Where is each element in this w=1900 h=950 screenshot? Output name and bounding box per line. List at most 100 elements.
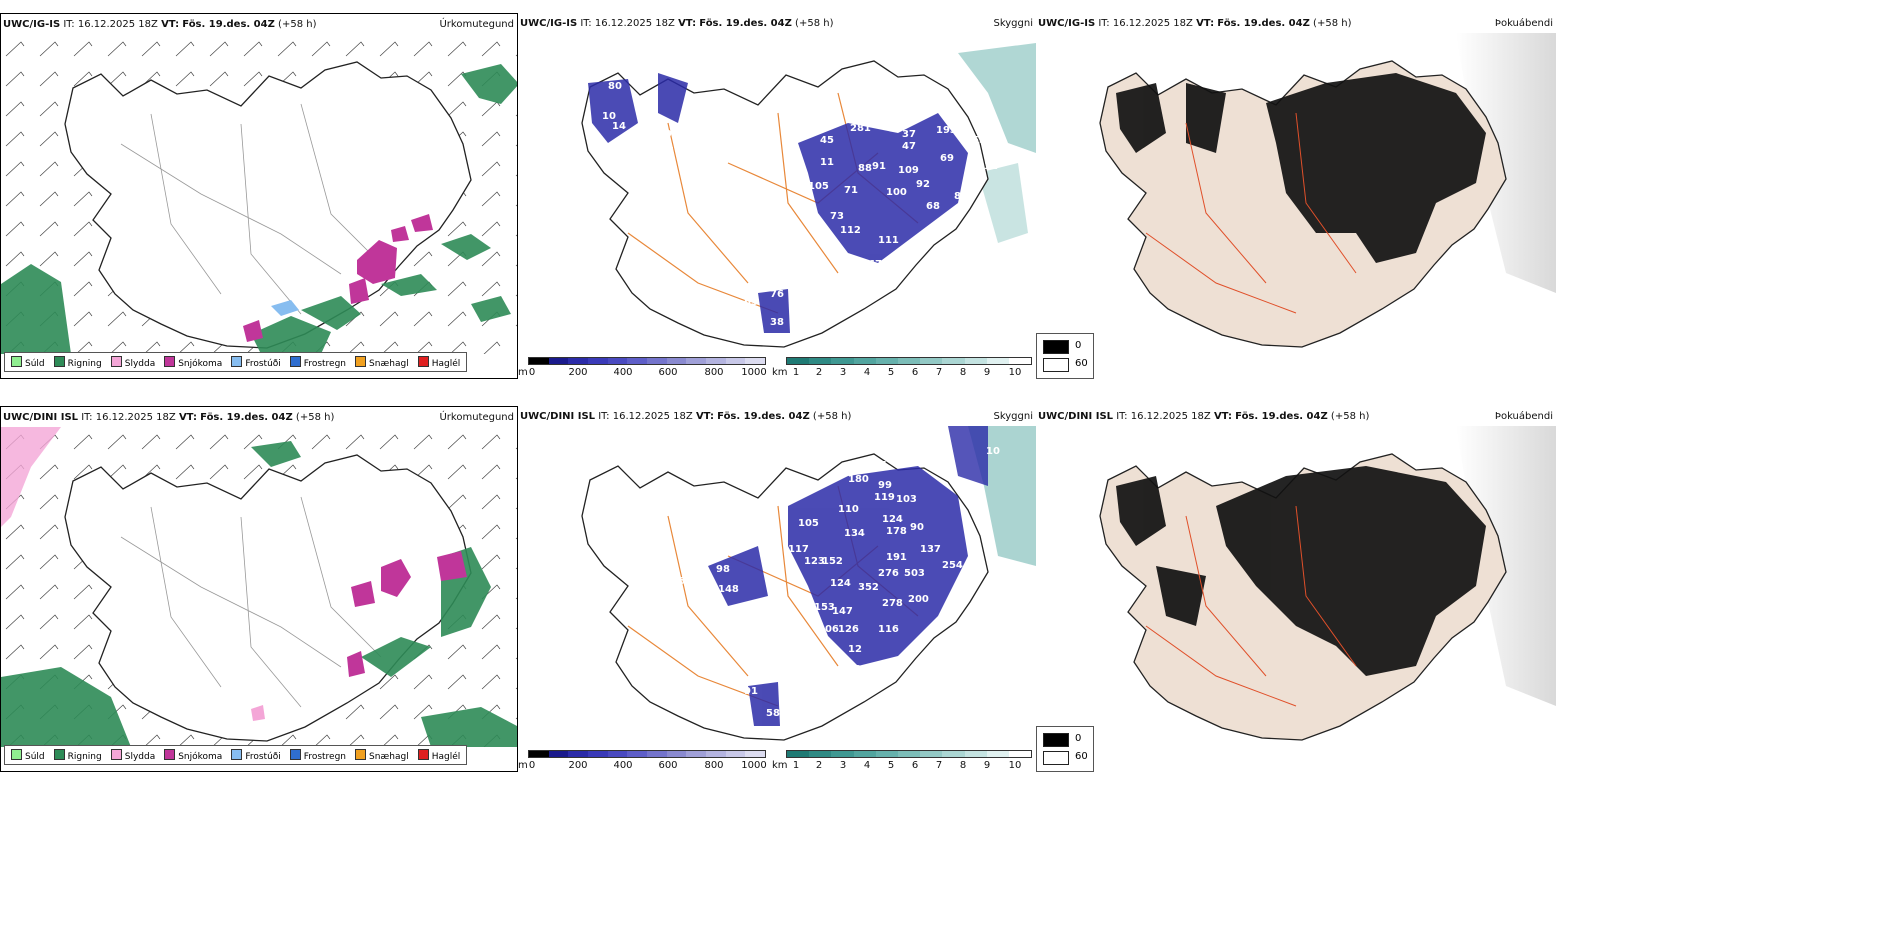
svg-text:152: 152 — [822, 556, 843, 567]
low-cloud-area — [708, 466, 968, 726]
legend-swatch — [11, 355, 22, 367]
cloud-cover-panel-row1: UWC/IG-IS IT: 16.12.2025 18Z VT: Fös. 19… — [1036, 13, 1556, 379]
legend-swatch — [355, 748, 367, 760]
depth-bar — [528, 750, 766, 758]
svg-text:126: 126 — [838, 624, 859, 635]
legend-swatch — [110, 748, 122, 760]
rain-area — [1, 64, 517, 354]
fog-indicator-map — [1099, 426, 1556, 741]
snow-depth-labels: 11 75 98 148 65 117 123 152 134 110 180 … — [606, 446, 1000, 719]
svg-text:193: 193 — [936, 125, 957, 136]
svg-text:134: 134 — [844, 528, 865, 539]
svg-text:79: 79 — [920, 101, 934, 112]
svg-text:124: 124 — [830, 578, 851, 589]
legend-item: Snæhagl — [355, 355, 409, 369]
svg-text:100: 100 — [886, 187, 907, 198]
cloud-base-map: 80 10 14 19 32 12 13 18 16 105 11 88 91 … — [581, 43, 1036, 348]
rain-area — [1, 441, 517, 747]
svg-text:90: 90 — [910, 522, 924, 533]
svg-text:115: 115 — [866, 460, 887, 471]
svg-text:105: 105 — [808, 181, 829, 192]
precip-type-map — [1, 34, 517, 354]
fog-area — [1116, 466, 1486, 676]
legend-item: Súld — [11, 355, 45, 369]
svg-text:65: 65 — [744, 297, 758, 308]
svg-text:65: 65 — [678, 576, 692, 587]
svg-text:67: 67 — [868, 259, 882, 270]
panel-header: UWC/DINI ISL IT: 16.12.2025 18Z VT: Fös.… — [1038, 411, 1370, 422]
fog-area — [1116, 73, 1486, 263]
svg-text:98: 98 — [716, 564, 730, 575]
svg-text:200: 200 — [908, 594, 929, 605]
svg-text:117: 117 — [788, 544, 809, 555]
svg-text:80: 80 — [608, 81, 622, 92]
fog-legend-low-swatch — [1043, 733, 1069, 747]
svg-text:103: 103 — [896, 494, 917, 505]
svg-text:191: 191 — [886, 552, 907, 563]
svg-text:53: 53 — [972, 135, 986, 146]
legend-swatch — [164, 748, 176, 760]
panel-header: UWC/IG-IS IT: 16.12.2025 18Z VT: Fös. 19… — [3, 19, 317, 30]
legend-item: Rigning — [53, 748, 102, 762]
legend-swatch — [110, 355, 122, 367]
cloud-base-panel-row2: UWC/DINI ISL IT: 16.12.2025 18Z VT: Fös.… — [518, 406, 1036, 772]
panel-type-title: Þokuábendi — [1494, 411, 1553, 422]
snow-depth-labels: 80 10 14 19 32 12 13 18 16 105 11 88 91 … — [602, 81, 998, 328]
svg-text:153: 153 — [814, 602, 835, 613]
svg-text:119: 119 — [874, 492, 895, 503]
svg-text:124: 124 — [882, 514, 903, 525]
fog-indicator-map — [1099, 33, 1556, 348]
svg-text:112: 112 — [840, 225, 861, 236]
svg-text:76: 76 — [770, 289, 784, 300]
svg-text:11: 11 — [820, 157, 834, 168]
precip-type-map — [1, 427, 517, 747]
panel-header: UWC/DINI ISL IT: 16.12.2025 18Z VT: Fös.… — [3, 412, 335, 423]
panel-type-title: Skyggni — [993, 411, 1033, 422]
legend-item: Frostregn — [289, 355, 346, 369]
fog-legend-high-swatch — [1043, 358, 1069, 372]
svg-text:85: 85 — [968, 157, 982, 168]
cloud-base-panel-row1: UWC/IG-IS IT: 16.12.2025 18Z VT: Fös. 19… — [518, 13, 1036, 379]
svg-text:92: 92 — [916, 179, 930, 190]
svg-text:45: 45 — [820, 135, 834, 146]
svg-text:99: 99 — [878, 480, 892, 491]
legend-item: Frostúði — [231, 355, 281, 369]
depth-bar — [528, 357, 766, 365]
svg-text:278: 278 — [882, 598, 903, 609]
legend-item: Slydda — [110, 748, 155, 762]
svg-text:12: 12 — [616, 155, 630, 166]
legend-swatch — [231, 748, 243, 760]
legend-swatch — [417, 748, 429, 760]
svg-text:58: 58 — [766, 708, 780, 719]
legend-swatch — [53, 355, 65, 367]
svg-text:16: 16 — [728, 119, 742, 130]
svg-text:69: 69 — [940, 153, 954, 164]
svg-text:68: 68 — [926, 201, 940, 212]
svg-text:91: 91 — [744, 686, 758, 697]
svg-text:73: 73 — [830, 211, 844, 222]
svg-text:75: 75 — [730, 508, 744, 519]
fog-legend-low-swatch — [1043, 340, 1069, 354]
legend-swatch — [289, 748, 301, 760]
legend-item: Snæhagl — [355, 748, 409, 762]
svg-text:110: 110 — [838, 504, 859, 515]
snow-depth-colorbar: m 0 200 400 600 800 1000 — [518, 357, 768, 379]
svg-text:13: 13 — [642, 165, 656, 176]
legend-item: Haglél — [417, 748, 460, 762]
fog-legend: 0 60 — [1036, 726, 1094, 772]
legend-swatch — [289, 355, 301, 367]
iceland-outline — [64, 454, 472, 742]
precip-type-panel-row1: UWC/IG-IS IT: 16.12.2025 18Z VT: Fös. 19… — [0, 13, 518, 379]
legend-item: Snjókoma — [164, 748, 222, 762]
svg-text:180: 180 — [848, 474, 869, 485]
legend-item: Haglél — [417, 355, 460, 369]
panel-type-title: Þokuábendi — [1494, 18, 1553, 29]
panel-type-title: Skyggni — [993, 18, 1033, 29]
svg-text:111: 111 — [878, 235, 899, 246]
svg-text:352: 352 — [858, 582, 879, 593]
visibility-bar — [786, 357, 1032, 365]
fog-legend: 0 60 — [1036, 333, 1094, 379]
panel-type-title: Úrkomutegund — [439, 19, 514, 30]
legend-item: Rigning — [53, 355, 102, 369]
cloud-cover-panel-row2: UWC/DINI ISL IT: 16.12.2025 18Z VT: Fös.… — [1036, 406, 1556, 772]
